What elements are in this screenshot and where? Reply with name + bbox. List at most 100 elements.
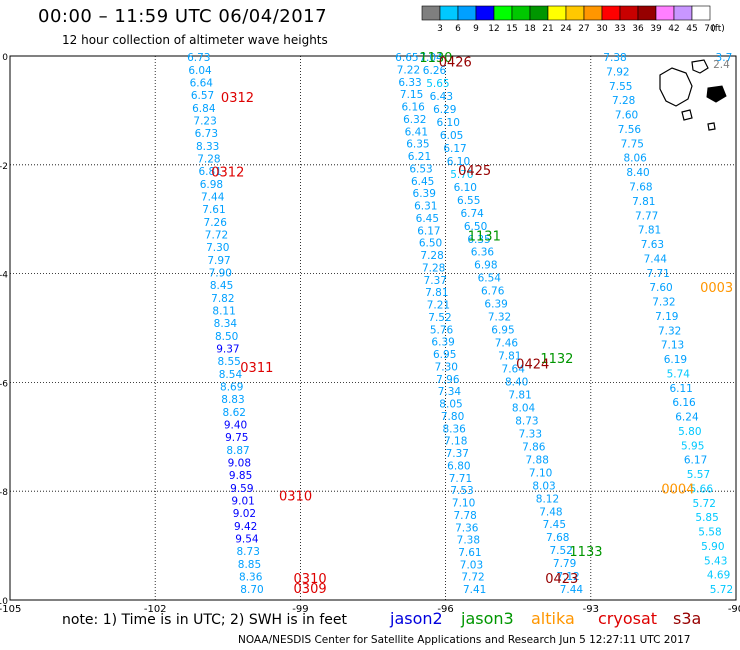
data-point-label: 8.83 bbox=[221, 394, 244, 406]
data-point-label: 7.63 bbox=[641, 239, 664, 251]
data-point-label: 8.33 bbox=[196, 141, 219, 153]
data-point-label: 6.65 bbox=[395, 52, 418, 64]
data-point-label: 8.36 bbox=[442, 423, 466, 435]
data-point-label: 7.46 bbox=[495, 338, 519, 350]
data-point-label: 6.39 bbox=[413, 188, 436, 200]
island-outline bbox=[681, 109, 693, 121]
data-point-label: 7.81 bbox=[632, 196, 655, 208]
data-point-label: 7.71 bbox=[646, 268, 669, 280]
data-point-label: 6.04 bbox=[188, 65, 212, 77]
data-point-label: 7.81 bbox=[498, 351, 521, 363]
colorbar-label: 6 bbox=[455, 24, 461, 34]
data-point-label: 8.62 bbox=[223, 407, 246, 419]
pass-time-label: 0310 bbox=[279, 490, 312, 505]
data-point-label: 6.55 bbox=[457, 195, 480, 207]
data-point-label: 6.10 bbox=[454, 182, 477, 194]
data-point-label: 6.35 bbox=[467, 234, 490, 246]
data-point-label: 7.28 bbox=[420, 250, 443, 262]
data-point-label: 7.68 bbox=[546, 532, 569, 544]
y-tick-label: 0 bbox=[2, 53, 8, 63]
chart-subtitle: 12 hour collection of altimeter wave hei… bbox=[62, 33, 328, 47]
colorbar-label: 15 bbox=[506, 24, 517, 34]
colorbar-label: 21 bbox=[542, 24, 553, 34]
data-point-label: 8.40 bbox=[626, 167, 649, 179]
data-point-label: 6.43 bbox=[430, 91, 453, 103]
pass-time-label: 1133 bbox=[569, 545, 602, 560]
data-point-label: 6.74 bbox=[460, 208, 484, 220]
data-point-label: 5.90 bbox=[701, 541, 724, 553]
data-point-label: 6.95 bbox=[491, 325, 514, 337]
data-point-label: 8.73 bbox=[237, 546, 260, 558]
colorbar-swatch bbox=[511, 5, 531, 21]
data-point-label: 8.06 bbox=[623, 153, 647, 165]
island-outline bbox=[706, 85, 727, 103]
data-point-label: 5.80 bbox=[678, 426, 701, 438]
data-point-label: 6.39 bbox=[431, 337, 454, 349]
colorbar-label: 18 bbox=[524, 24, 536, 34]
data-point-label: 2.4 bbox=[713, 59, 730, 71]
data-point-label: 6.33 bbox=[398, 77, 421, 89]
data-point-label: 7.52 bbox=[549, 545, 572, 557]
data-point-label: 6.73 bbox=[187, 52, 210, 64]
data-point-label: 9.01 bbox=[231, 495, 254, 507]
colorbar-swatch bbox=[583, 5, 603, 21]
data-point-label: 6.73 bbox=[195, 128, 218, 140]
x-tick-label: -90 bbox=[728, 604, 740, 615]
data-point-label: 5.72 bbox=[710, 584, 733, 596]
data-point-label: 6.19 bbox=[664, 354, 687, 366]
data-point-label: 6.41 bbox=[405, 126, 428, 138]
data-point-label: 8.04 bbox=[512, 402, 536, 414]
legend-jason2: jason2 bbox=[390, 609, 443, 628]
x-tick-label: -99 bbox=[292, 604, 308, 615]
data-point-label: 8.34 bbox=[214, 318, 238, 330]
island-outline bbox=[659, 67, 693, 107]
data-point-label: 6.98 bbox=[200, 179, 223, 191]
x-tick-label: -96 bbox=[437, 604, 453, 615]
pass-time-label: 0312 bbox=[221, 91, 254, 106]
data-point-label: 8.11 bbox=[212, 305, 235, 317]
data-point-label: 7.92 bbox=[606, 66, 629, 78]
data-point-label: 8.73 bbox=[515, 415, 538, 427]
data-point-label: 8.45 bbox=[210, 280, 233, 292]
pass-time-label: 0423 bbox=[545, 572, 578, 587]
data-point-label: 7.75 bbox=[621, 138, 644, 150]
data-point-label: 7.71 bbox=[449, 473, 472, 485]
data-point-label: 7.88 bbox=[526, 454, 549, 466]
data-point-label: 7.37 bbox=[424, 275, 447, 287]
footer-note: note: 1) Time is in UTC; 2) SWH is in fe… bbox=[62, 612, 348, 628]
data-point-label: 6.16 bbox=[401, 102, 425, 114]
data-point-label: 7.28 bbox=[612, 95, 635, 107]
data-point-label: 6.45 bbox=[416, 213, 439, 225]
data-point-label: 7.12 bbox=[556, 571, 579, 583]
data-point-label: 9.42 bbox=[234, 521, 257, 533]
data-point-label: 7.96 bbox=[436, 374, 460, 386]
data-point-label: 9.75 bbox=[225, 432, 248, 444]
pass-time-label: 0312 bbox=[211, 165, 244, 180]
data-point-label: 6.24 bbox=[675, 412, 699, 424]
data-point-label: 6.35 bbox=[406, 139, 429, 151]
data-point-label: 7.03 bbox=[460, 559, 483, 571]
data-point-label: 5.76 bbox=[430, 324, 454, 336]
data-point-label: 8.05 bbox=[439, 399, 462, 411]
data-point-label: 6.16 bbox=[672, 397, 696, 409]
data-point-label: 7.36 bbox=[455, 522, 479, 534]
data-point-label: 7.81 bbox=[508, 389, 531, 401]
data-point-label: 6.81 bbox=[198, 166, 221, 178]
legend-jason3: jason3 bbox=[461, 609, 514, 628]
data-point-label: 7.34 bbox=[438, 386, 462, 398]
data-point-label: 7.68 bbox=[629, 182, 652, 194]
data-point-label: 7.72 bbox=[461, 572, 484, 584]
data-point-label: 6.45 bbox=[411, 176, 434, 188]
data-point-label: 5.65 bbox=[426, 78, 449, 90]
data-point-label: 9.54 bbox=[235, 533, 259, 545]
data-point-label: 7.82 bbox=[211, 293, 234, 305]
pass-time-label: 0004 bbox=[661, 482, 694, 497]
data-point-label: 6.32 bbox=[403, 114, 426, 126]
y-tick-label: -8 bbox=[0, 488, 8, 498]
data-point-label: 6.17 bbox=[684, 455, 707, 467]
data-point-label: 6.64 bbox=[190, 77, 214, 89]
data-point-label: 6.39 bbox=[484, 299, 507, 311]
data-point-label: 5.72 bbox=[693, 498, 716, 510]
data-point-label: 6.50 bbox=[419, 238, 442, 250]
